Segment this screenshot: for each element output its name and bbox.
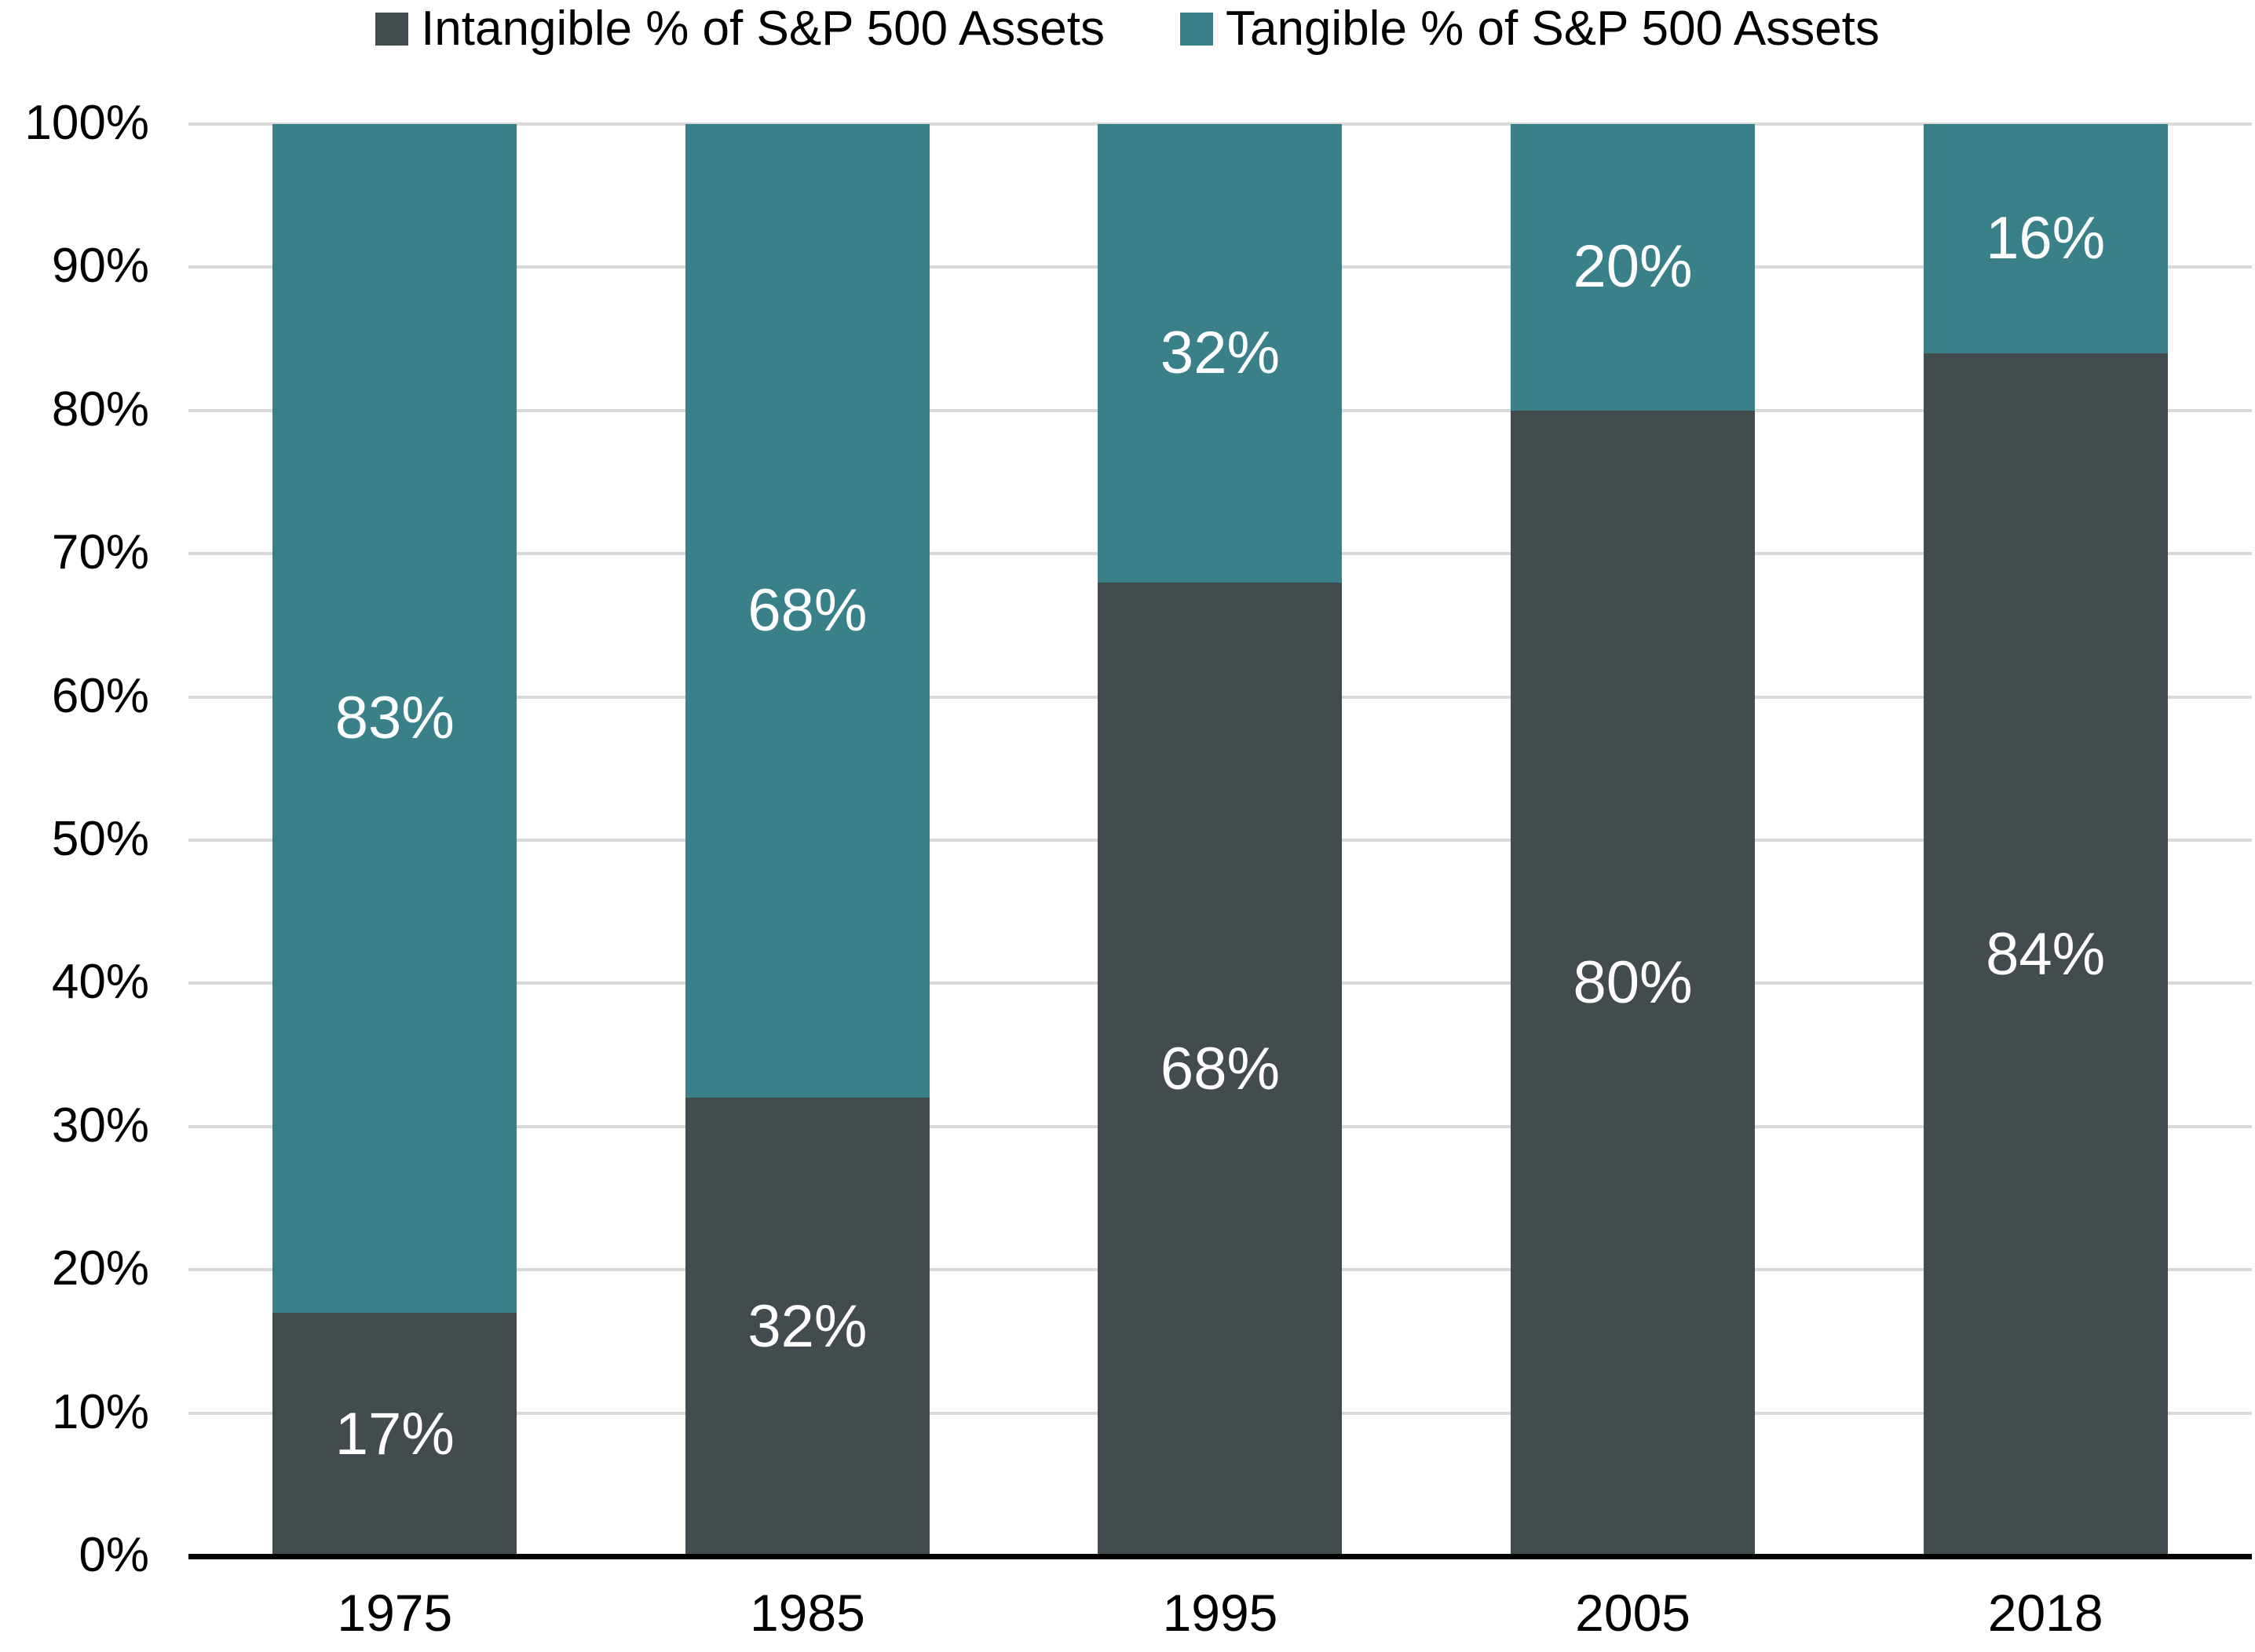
y-axis: 0% 10% 20% 30% 40% 50% 60% 70% 80% 90% 100% — [0, 96, 149, 1582]
segment-intangible-1985[interactable]: 32% — [685, 1098, 930, 1556]
data-label-intangible-1975: 17% — [334, 1400, 455, 1467]
y-tick-label-40: 40% — [51, 955, 149, 1010]
legend: Intangible % of S&P 500 Assets Tangible … — [0, 0, 2255, 58]
plot-area: 83% 17% 68% 32% 32% 68% 20% 80% 16% 84% — [188, 122, 2252, 1559]
y-tick-label-30: 30% — [51, 1098, 149, 1153]
x-tick-label-1995: 1995 — [1162, 1584, 1278, 1642]
legend-item-intangible[interactable]: Intangible % of S&P 500 Assets — [375, 2, 1105, 56]
data-label-tangible-1975: 83% — [334, 684, 455, 751]
data-label-tangible-2005: 20% — [1573, 233, 1693, 301]
y-tick-label-50: 50% — [51, 812, 149, 867]
x-tick-label-1985: 1985 — [749, 1584, 865, 1642]
segment-tangible-1985[interactable]: 68% — [685, 124, 930, 1098]
bar-1975: 83% 17% — [272, 124, 517, 1556]
data-label-intangible-2018: 84% — [1986, 920, 2106, 988]
data-label-tangible-2018: 16% — [1986, 204, 2106, 272]
y-tick-label-100: 100% — [24, 96, 149, 151]
segment-tangible-1975[interactable]: 83% — [272, 124, 517, 1313]
bar-slot-1985: 68% 32% — [601, 124, 1014, 1556]
x-tick-label-1975: 1975 — [337, 1584, 453, 1642]
bar-2018: 16% 84% — [1923, 124, 2168, 1556]
bar-slot-2005: 20% 80% — [1427, 124, 1840, 1556]
y-tick-label-10: 10% — [51, 1384, 149, 1439]
bar-1995: 32% 68% — [1098, 124, 1343, 1556]
data-label-tangible-1995: 32% — [1160, 319, 1281, 386]
y-tick-label-60: 60% — [51, 668, 149, 723]
y-tick-label-20: 20% — [51, 1241, 149, 1296]
bar-slot-2018: 16% 84% — [1839, 124, 2252, 1556]
segment-intangible-1995[interactable]: 68% — [1098, 582, 1343, 1556]
bar-2005: 20% 80% — [1511, 124, 1756, 1556]
y-tick-label-0: 0% — [79, 1528, 149, 1583]
bars-layer: 83% 17% 68% 32% 32% 68% 20% 80% 16% 84% — [188, 124, 2252, 1556]
y-tick-label-80: 80% — [51, 382, 149, 437]
data-label-intangible-1985: 32% — [747, 1293, 868, 1361]
y-tick-label-90: 90% — [51, 239, 149, 294]
data-label-tangible-1985: 68% — [747, 577, 868, 645]
legend-swatch-intangible-icon — [375, 13, 409, 46]
legend-label-intangible: Intangible % of S&P 500 Assets — [421, 1, 1105, 56]
segment-intangible-1975[interactable]: 17% — [272, 1312, 517, 1556]
legend-item-tangible[interactable]: Tangible % of S&P 500 Assets — [1179, 1, 1880, 56]
segment-tangible-2005[interactable]: 20% — [1511, 124, 1756, 411]
bar-1985: 68% 32% — [685, 124, 930, 1556]
segment-intangible-2018[interactable]: 84% — [1923, 353, 2168, 1556]
bar-slot-1995: 32% 68% — [1014, 124, 1427, 1556]
y-tick-label-70: 70% — [51, 525, 149, 580]
segment-tangible-2018[interactable]: 16% — [1923, 124, 2168, 353]
x-axis: 1975 1985 1995 2005 2018 — [188, 1581, 2252, 1644]
segment-intangible-2005[interactable]: 80% — [1511, 410, 1756, 1556]
segment-tangible-1995[interactable]: 32% — [1098, 124, 1343, 583]
data-label-intangible-1995: 68% — [1160, 1035, 1281, 1102]
legend-label-tangible: Tangible % of S&P 500 Assets — [1225, 1, 1880, 56]
x-axis-line — [188, 1554, 2252, 1559]
legend-swatch-tangible-icon — [1179, 13, 1213, 46]
bar-slot-1975: 83% 17% — [188, 124, 601, 1556]
x-tick-label-2018: 2018 — [1987, 1584, 2103, 1642]
x-tick-label-2005: 2005 — [1575, 1584, 1690, 1642]
data-label-intangible-2005: 80% — [1573, 949, 1693, 1017]
